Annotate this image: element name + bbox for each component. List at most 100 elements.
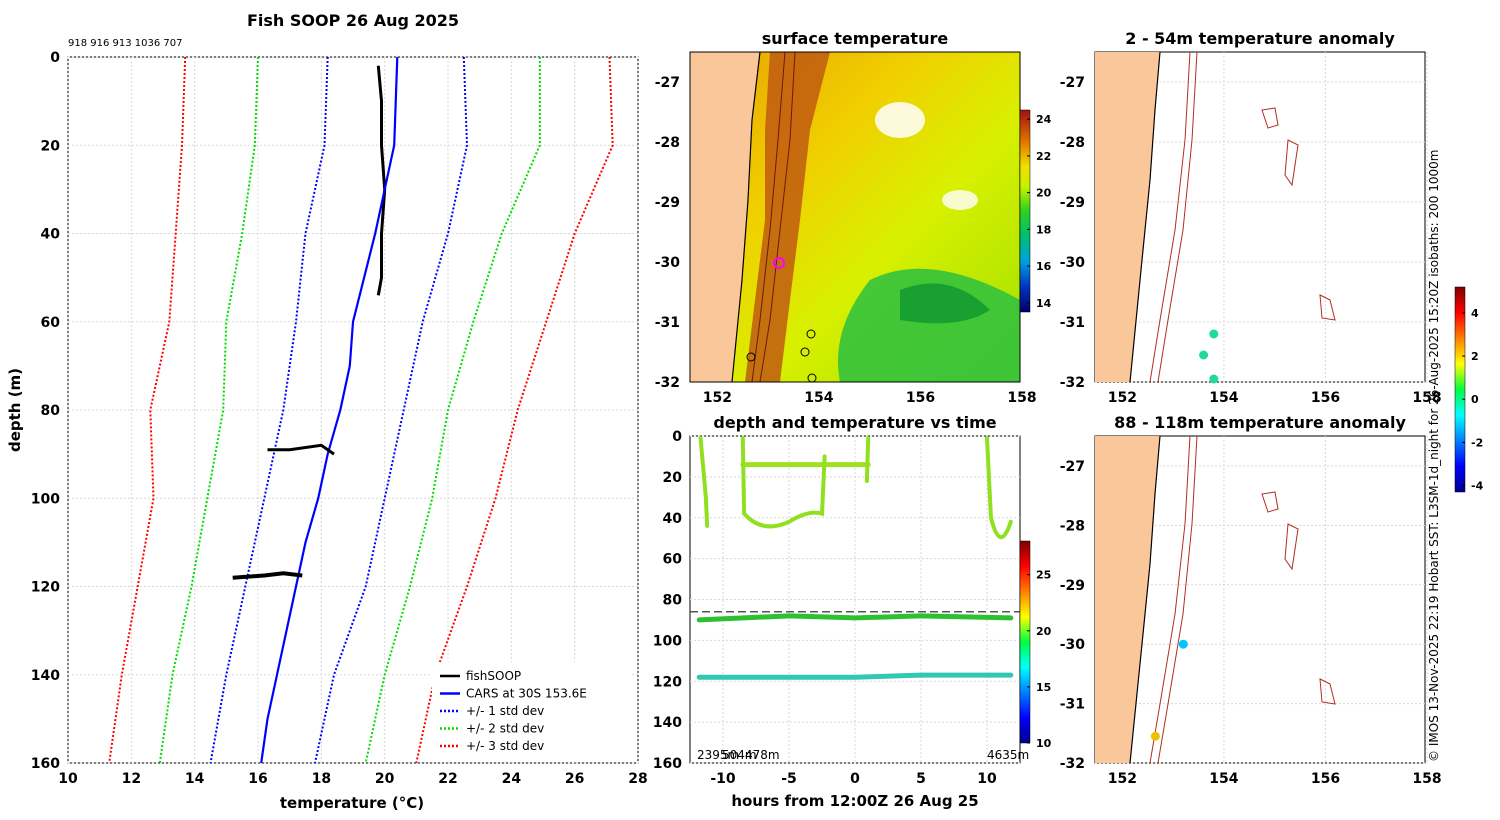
- sensor-track: [696, 613, 1014, 623]
- legend-label: +/- 1 std dev: [466, 704, 544, 718]
- land-3: [1095, 436, 1160, 763]
- map-y-tick: -31: [655, 315, 680, 331]
- map-x-tick: 152: [1108, 390, 1137, 406]
- seamount-2: [1284, 139, 1299, 187]
- anomaly-deep-points: [1150, 639, 1188, 741]
- x-tick-label: 10: [58, 771, 78, 787]
- profile-y-ticks: 0 20 40 60 80 100 120 140 160: [31, 50, 60, 772]
- cool-eddy: [900, 283, 990, 324]
- coastline-3: [1129, 435, 1161, 764]
- y-tick-label: 0: [50, 50, 60, 66]
- anomaly-colorbar: [1454, 286, 1466, 493]
- legend-label: +/- 2 std dev: [466, 722, 544, 736]
- map1-markers: [746, 257, 817, 383]
- colorbar-tick-label: -2: [1471, 436, 1483, 449]
- map3-title: 88 - 118m temperature anomaly: [1114, 413, 1406, 432]
- isobath-1000-2: [1157, 51, 1198, 383]
- legend-box: [432, 662, 632, 760]
- dt-y-tick: 20: [663, 470, 683, 486]
- isobath-1000: [759, 52, 796, 382]
- colorbar-tick-label: 14: [1036, 297, 1052, 310]
- dt-x-tick: 5: [916, 771, 926, 787]
- x-tick-label: 20: [375, 771, 395, 787]
- sst-colorbar-ticks: 24 22 20 18 16 14: [1027, 113, 1052, 310]
- map-x-tick: 158: [1007, 390, 1036, 406]
- colorbar-tick-label: 15: [1036, 681, 1051, 694]
- profile-chart: 10 12 14 16 18 20 22 24 26 28 0 20 40 60 80 100 120 140 1…: [6, 11, 648, 812]
- profile-title: Fish SOOP 26 Aug 2025: [247, 11, 459, 30]
- map1-ticks: 152 154 156 158 -27 -28 -29 -30 -31 -32: [655, 75, 1037, 406]
- depth-time-series: [690, 436, 1020, 680]
- x-tick-label: 16: [248, 771, 267, 787]
- dt-y-tick: 140: [653, 715, 682, 731]
- y-tick-label: 40: [41, 227, 61, 243]
- anomaly-map-shallow: 152 154 156 158 -27 -28 -29 -30 -31 -32 2 - 54m t…: [1060, 29, 1442, 406]
- annotation-504m: 504m: [722, 748, 757, 762]
- profiling-sensor-track: [698, 436, 1013, 540]
- x-tick-label: 28: [628, 771, 647, 787]
- legend-label: CARS at 30S 153.6E: [466, 687, 587, 701]
- anomaly-colorbar-ticks: 4 2 0 -2 -4: [1462, 307, 1484, 493]
- dt-y-tick: 40: [663, 511, 683, 527]
- cloud-mask-2: [942, 190, 978, 210]
- colorbar-tick-label: 25: [1036, 569, 1051, 582]
- dt-y-tick: 120: [653, 674, 682, 690]
- anomaly-point: [1209, 329, 1219, 339]
- colorbar-tick-label: 22: [1036, 150, 1051, 163]
- profile-legend: fishSOOP CARS at 30S 153.6E +/- 1 std dev +…: [432, 662, 632, 760]
- y-tick-label: 80: [41, 403, 61, 419]
- legend-label: +/- 3 std dev: [466, 739, 544, 753]
- map-y-tick: -27: [1060, 75, 1085, 91]
- dt-y-tick: 0: [672, 429, 682, 445]
- x-tick-label: 26: [565, 771, 584, 787]
- map-x-tick: 156: [1311, 771, 1340, 787]
- map-y-tick: -32: [1060, 375, 1085, 391]
- x-tick-label: 12: [122, 771, 141, 787]
- x-tick-label: 18: [312, 771, 331, 787]
- x-tick-label: 24: [502, 771, 522, 787]
- colorbar-tick-label: 20: [1036, 625, 1052, 638]
- colorbar-tick-label: 18: [1036, 223, 1051, 236]
- map-y-tick: -28: [655, 135, 680, 151]
- colorbar-tick-label: 10: [1036, 737, 1052, 750]
- depth-time-grid: [690, 435, 1020, 764]
- isobath-200-3: [1149, 435, 1191, 764]
- map-y-tick: -31: [1060, 697, 1085, 713]
- dt-y-tick: 80: [663, 593, 683, 609]
- seamount-5: [1284, 523, 1299, 571]
- y-tick-label: 160: [31, 756, 60, 772]
- map-x-tick: 154: [1209, 390, 1238, 406]
- anomaly-point: [1178, 639, 1188, 649]
- y-tick-label: 120: [31, 580, 60, 596]
- map-y-tick: -27: [655, 75, 680, 91]
- map-y-tick: -31: [1060, 315, 1085, 331]
- map-y-tick: -30: [655, 255, 681, 271]
- annotation-2395m: 2395m: [697, 748, 739, 762]
- series-cars-at-30s-153-6e: [260, 56, 399, 764]
- profile-y-label: depth (m): [6, 368, 24, 452]
- map2-ticks: 152 154 156 158 -27 -28 -29 -30 -31 -32: [1060, 75, 1442, 406]
- x-tick-label: 22: [438, 771, 457, 787]
- map-y-tick: -27: [1060, 459, 1085, 475]
- map-x-tick: 152: [703, 390, 732, 406]
- colorbar-tick-label: 4: [1471, 307, 1479, 320]
- colorbar-tick-label: 20: [1036, 187, 1052, 200]
- surface-temperature-map: 152 154 156 158-27-28-29-30-31-32 242220181…: [655, 29, 1052, 406]
- anomaly-point: [1209, 374, 1219, 384]
- map-y-tick: -30: [1060, 255, 1086, 271]
- map3-ticks: 152 154 156 158 -27 -28 -29 -30 -31 -32: [1060, 459, 1442, 787]
- y-tick-label: 60: [41, 315, 61, 331]
- land: [690, 52, 760, 382]
- colorbar-tick-label: 16: [1036, 260, 1052, 273]
- isobath-200-2: [1149, 51, 1191, 383]
- profile-subtitle: 918 916 913 1036 707: [68, 38, 183, 49]
- depth-time-colorbar: [1019, 540, 1031, 744]
- map-y-tick: -30: [1060, 637, 1086, 653]
- side-note: © IMOS 13-Nov-2025 22:19 Hobart SST: L3S…: [1427, 150, 1441, 762]
- series--1-std-dev-lower: [209, 56, 329, 764]
- depth-time-x-label: hours from 12:00Z 26 Aug 25: [731, 792, 978, 810]
- anomaly-point: [1150, 731, 1160, 741]
- depth-time-colorbar-ticks: 25 20 15 10: [1027, 569, 1052, 750]
- dt-y-tick: 160: [653, 756, 682, 772]
